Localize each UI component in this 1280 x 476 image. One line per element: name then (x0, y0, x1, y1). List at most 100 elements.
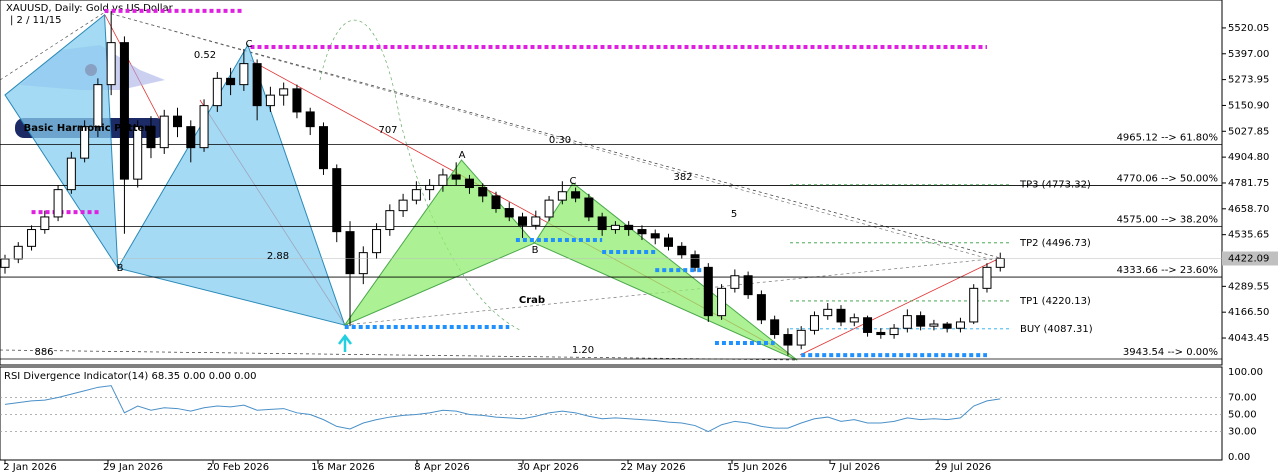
annotation: C (246, 39, 253, 50)
envelope (319, 19, 521, 331)
candle-body (464, 178, 474, 189)
candle-body (504, 208, 514, 218)
fib-label: 4333.66 --> 23.60% (1117, 265, 1218, 276)
candle-body (597, 216, 607, 231)
annotation: 886 (34, 347, 53, 358)
annotation: B (117, 263, 124, 274)
annotation: 0.52 (194, 50, 216, 61)
candle-body (796, 329, 806, 346)
target-label: TP3 (4773.32) (1019, 180, 1091, 191)
candle-body (372, 229, 382, 254)
y-tick-label: 4781.75 (1228, 178, 1269, 189)
candle-body (849, 317, 859, 323)
rsi-tick-label: 50.00 (1228, 410, 1257, 421)
candle-body (836, 308, 846, 323)
rsi-tick-label: 0.00 (1228, 452, 1250, 463)
candle-body (809, 315, 819, 331)
x-tick-label: 29 Jul 2026 (935, 462, 992, 473)
annotation: 382 (673, 172, 692, 183)
candle-body (27, 229, 37, 247)
candle-body (955, 321, 965, 329)
candle-body (770, 319, 780, 336)
candle-body (876, 331, 886, 336)
candle-body (0, 258, 10, 268)
candle-body (929, 323, 939, 327)
candle-body (889, 327, 899, 336)
rsi-tick-label: 70.00 (1228, 393, 1257, 404)
candle-body (703, 266, 713, 317)
candle-body (66, 157, 76, 191)
candle-body (677, 245, 687, 256)
candle-body (491, 195, 501, 210)
candle-body (730, 275, 740, 289)
x-tick-label: 20 Feb 2026 (207, 462, 269, 473)
fib-label: 4965.12 --> 61.80% (1117, 132, 1218, 143)
candle-body (265, 94, 275, 107)
y-tick-label: 4166.50 (1228, 307, 1269, 318)
candle-body (717, 287, 727, 317)
candle-body (743, 275, 753, 296)
fib-label: 4770.06 --> 50.00% (1117, 173, 1218, 184)
candle-body (863, 317, 873, 333)
x-tick-label: 29 Jan 2026 (103, 462, 163, 473)
candle-body (318, 126, 328, 170)
y-tick-label: 5150.90 (1228, 100, 1269, 111)
target-label: TP1 (4220.13) (1019, 296, 1091, 307)
y-tick-label: 5397.00 (1228, 49, 1269, 60)
candle-body (345, 231, 355, 275)
target-label: TP2 (4496.73) (1019, 238, 1091, 249)
candle-body (451, 174, 461, 180)
candle-body (53, 189, 63, 218)
y-tick-label: 4289.55 (1228, 281, 1269, 292)
fan-lines (0, 11, 1001, 361)
candle-body (650, 233, 660, 239)
annotation: 1.20 (572, 345, 594, 356)
candle-body (13, 245, 23, 260)
annotation: 5 (731, 209, 737, 220)
candle-body (173, 115, 183, 128)
rsi-tick-label: 30.00 (1228, 427, 1257, 438)
fib-label: 3943.54 --> 0.00% (1123, 347, 1218, 358)
candle-body (212, 77, 222, 107)
y-tick-label: 5520.05 (1228, 23, 1269, 34)
fan-line (0, 349, 798, 361)
candle-body (332, 168, 342, 233)
rsi-title: RSI Divergence Indicator(14) 68.35 0.00 … (4, 371, 256, 382)
x-tick-label: 2 Jan 2026 (3, 462, 57, 473)
annotation: C (570, 176, 577, 187)
x-tick-label: 22 May 2026 (620, 462, 685, 473)
candle-body (557, 191, 567, 201)
candle-body (385, 210, 395, 231)
candle-body (783, 334, 793, 346)
candle-body (624, 224, 634, 231)
candle-body (544, 199, 554, 218)
candle-body (133, 126, 143, 180)
fan-line (344, 257, 1001, 326)
candle-body (119, 42, 129, 180)
candle-body (398, 199, 408, 212)
y-tick-label: 5027.85 (1228, 126, 1269, 137)
logo-text: Basic Harmonic Pattern (24, 123, 157, 134)
candle-body (756, 294, 766, 321)
x-tick-label: 7 Jul 2026 (830, 462, 880, 473)
candle-body (292, 88, 302, 113)
x-tick-label: 30 Apr 2026 (517, 462, 579, 473)
candle-body (305, 111, 315, 128)
red-line (799, 257, 1001, 356)
candle-body (610, 224, 620, 231)
candle-body (279, 88, 289, 96)
x-tick-label: 8 Apr 2026 (414, 462, 469, 473)
candle-body (425, 184, 435, 191)
candle-body (995, 258, 1005, 268)
fan-line (104, 11, 1001, 259)
candle-body (823, 308, 833, 317)
candle-body (518, 216, 528, 226)
fan-line (104, 11, 1001, 263)
candle-body (531, 216, 541, 226)
candle-body (916, 315, 926, 327)
candle-body (252, 63, 262, 107)
candle-body (942, 323, 952, 329)
candle-body (982, 266, 992, 289)
candle-body (358, 252, 368, 275)
